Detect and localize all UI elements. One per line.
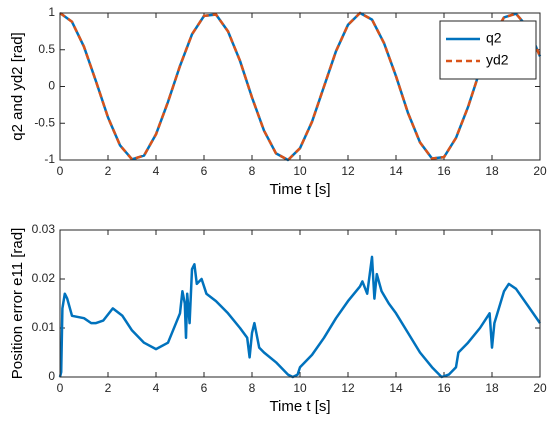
- legend-box: [439, 20, 537, 80]
- y-tick-label: 1: [48, 5, 55, 19]
- x-tick-label: 20: [533, 164, 547, 178]
- x-tick-label: 16: [437, 164, 451, 178]
- x-tick-label: 2: [105, 381, 112, 395]
- x-tick-label: 20: [533, 381, 547, 395]
- x-tick-label: 14: [389, 381, 403, 395]
- axes-box: [59, 229, 541, 378]
- y-axis-label: Position error e11 [rad]: [9, 228, 26, 379]
- x-tick-label: 0: [57, 164, 64, 178]
- y-tick-label: -1: [44, 152, 55, 166]
- y-tick-label: -0.5: [34, 115, 55, 129]
- x-tick-label: 10: [293, 164, 307, 178]
- series-line: [58, 255, 542, 379]
- x-axis-label: Time t [s]: [269, 398, 330, 415]
- x-axis-label: Time t [s]: [269, 181, 330, 198]
- x-tick-label: 18: [485, 381, 499, 395]
- y-tick-label: 0.01: [32, 320, 56, 334]
- y-tick-label: 0: [48, 79, 55, 93]
- x-tick-label: 0: [57, 381, 64, 395]
- x-tick-label: 12: [341, 381, 355, 395]
- y-tick-label: 0.5: [38, 42, 55, 56]
- y-tick-label: 0.02: [32, 271, 56, 285]
- y-tick-label: 0.03: [32, 222, 56, 236]
- axes-box: [59, 12, 541, 161]
- x-tick-label: 8: [249, 381, 256, 395]
- legend-label: q2: [486, 30, 502, 46]
- x-tick-label: 14: [389, 164, 403, 178]
- x-tick-label: 4: [153, 164, 160, 178]
- legend-label: yd2: [486, 52, 509, 68]
- y-axis-label: q2 and yd2 [rad]: [9, 32, 26, 140]
- x-tick-label: 4: [153, 381, 160, 395]
- x-tick-label: 10: [293, 381, 307, 395]
- x-tick-label: 12: [341, 164, 355, 178]
- x-tick-label: 18: [485, 164, 499, 178]
- x-tick-label: 6: [201, 164, 208, 178]
- series-line: [59, 11, 542, 162]
- y-tick-label: 0: [48, 369, 55, 383]
- x-tick-label: 8: [249, 164, 256, 178]
- x-tick-label: 6: [201, 381, 208, 395]
- x-tick-label: 16: [437, 381, 451, 395]
- x-tick-label: 2: [105, 164, 112, 178]
